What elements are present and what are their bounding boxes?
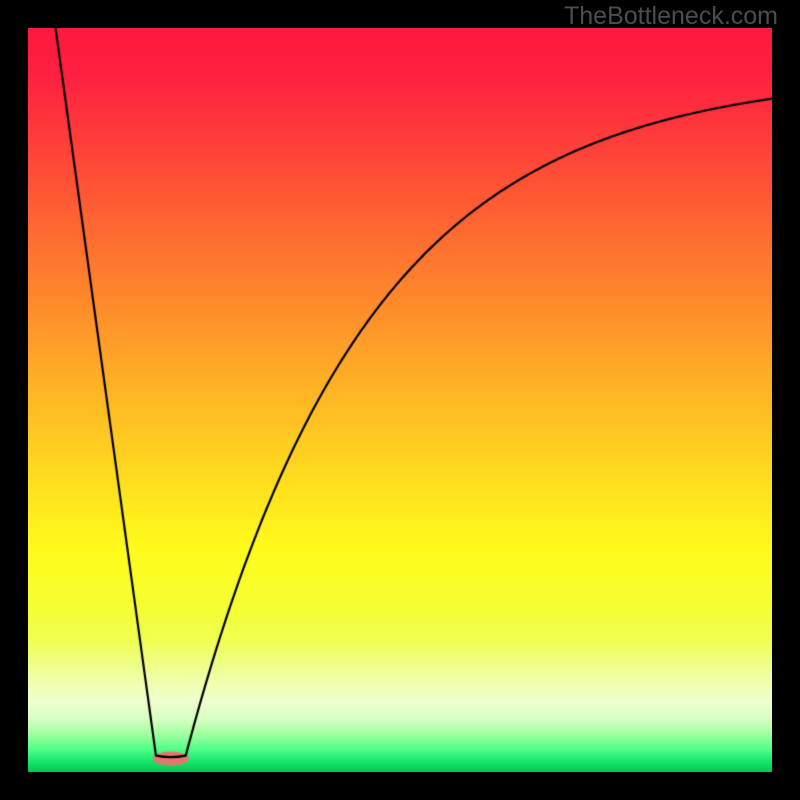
chart-root: TheBottleneck.com (0, 0, 800, 800)
curve-layer (28, 28, 772, 772)
plot-area (28, 28, 772, 772)
watermark-text: TheBottleneck.com (564, 2, 778, 31)
